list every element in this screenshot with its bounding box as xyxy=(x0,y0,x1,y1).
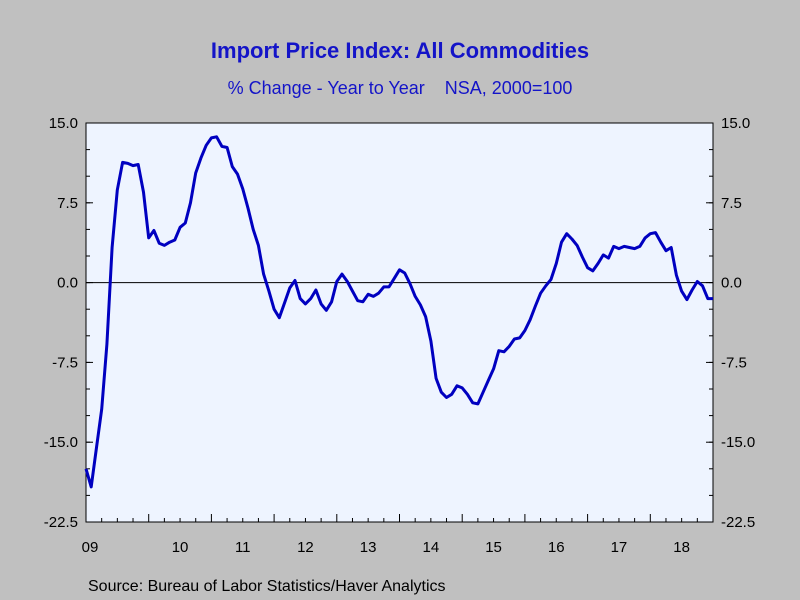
y-axis-right: 15.0 7.5 0.0 -7.5 -15.0 -22.5 xyxy=(706,115,755,531)
x-tick-label: 13 xyxy=(360,539,377,556)
y-tick-label-right: -7.5 xyxy=(721,354,747,371)
y-tick-label-right: 0.0 xyxy=(721,275,742,292)
chart-title: Import Price Index: All Commodities xyxy=(210,38,590,63)
series-line xyxy=(84,135,713,489)
x-tick-label: 09 xyxy=(82,539,99,556)
y-tick-label-left: -7.5 xyxy=(52,354,78,371)
x-tick-label: 10 xyxy=(172,539,189,556)
y-tick-label-left: 7.5 xyxy=(57,195,78,212)
y-tick-label-right: -22.5 xyxy=(721,514,755,531)
y-tick-label-right: 7.5 xyxy=(721,195,742,212)
chart-subtitle: % Change - Year to Year NSA, 2000=100 xyxy=(227,78,573,98)
y-tick-label-left: -15.0 xyxy=(44,434,78,451)
source-note: Source: Bureau of Labor Statistics/Haver… xyxy=(88,578,446,595)
plot-area xyxy=(85,122,714,523)
y-tick-label-right: -15.0 xyxy=(721,434,755,451)
y-tick-label-left: 0.0 xyxy=(57,275,78,292)
x-tick-label: 18 xyxy=(673,539,690,556)
y-tick-label-left: -22.5 xyxy=(44,514,78,531)
x-axis: 09 10 11 12 13 14 15 16 17 18 xyxy=(82,514,714,556)
x-tick-label: 14 xyxy=(423,539,440,556)
x-tick-label: 17 xyxy=(611,539,628,556)
x-tick-label: 15 xyxy=(485,539,502,556)
y-tick-label-left: 15.0 xyxy=(49,115,78,132)
x-tick-label: 12 xyxy=(297,539,314,556)
y-axis-left: 15.0 7.5 0.0 -7.5 -15.0 -22.5 xyxy=(44,115,93,531)
x-tick-label: 16 xyxy=(548,539,565,556)
x-tick-label: 11 xyxy=(235,539,251,556)
y-tick-label-right: 15.0 xyxy=(721,115,750,132)
